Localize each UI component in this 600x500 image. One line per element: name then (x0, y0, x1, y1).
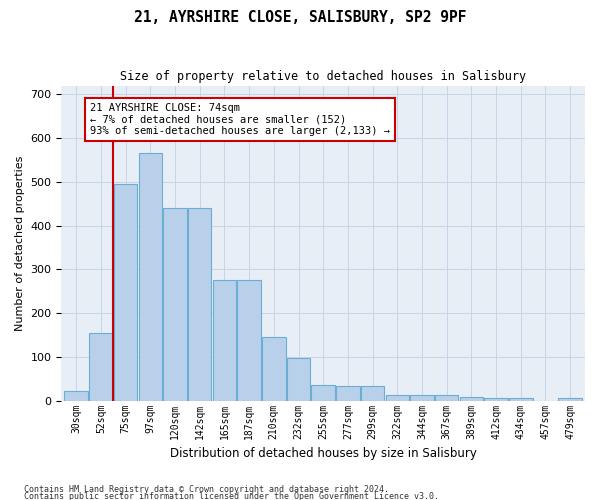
Bar (89, 333, 113, 400)
Text: 21, AYRSHIRE CLOSE, SALISBURY, SP2 9PF: 21, AYRSHIRE CLOSE, SALISBURY, SP2 9PF (134, 10, 466, 25)
Y-axis label: Number of detached properties: Number of detached properties (15, 156, 25, 331)
Bar (188, 208, 211, 400)
Bar (509, 398, 533, 400)
Bar (64, 391, 88, 400)
Bar (287, 358, 310, 401)
Bar (410, 395, 434, 400)
Text: Contains public sector information licensed under the Open Government Licence v3: Contains public sector information licen… (24, 492, 439, 500)
Bar (435, 396, 458, 400)
Bar (336, 386, 359, 400)
Bar (484, 398, 508, 400)
Title: Size of property relative to detached houses in Salisbury: Size of property relative to detached ho… (120, 70, 526, 83)
Bar (460, 397, 483, 400)
Bar (361, 386, 385, 400)
Bar (262, 337, 286, 400)
Bar (114, 184, 137, 400)
X-axis label: Distribution of detached houses by size in Salisbury: Distribution of detached houses by size … (170, 447, 476, 460)
Text: 21 AYRSHIRE CLOSE: 74sqm
← 7% of detached houses are smaller (152)
93% of semi-d: 21 AYRSHIRE CLOSE: 74sqm ← 7% of detache… (90, 103, 390, 136)
Bar (139, 154, 162, 400)
Bar (238, 280, 261, 400)
Bar (163, 208, 187, 400)
Text: Contains HM Land Registry data © Crown copyright and database right 2024.: Contains HM Land Registry data © Crown c… (24, 485, 389, 494)
Bar (386, 395, 409, 400)
Bar (311, 386, 335, 400)
Bar (559, 398, 582, 400)
Bar (212, 280, 236, 400)
